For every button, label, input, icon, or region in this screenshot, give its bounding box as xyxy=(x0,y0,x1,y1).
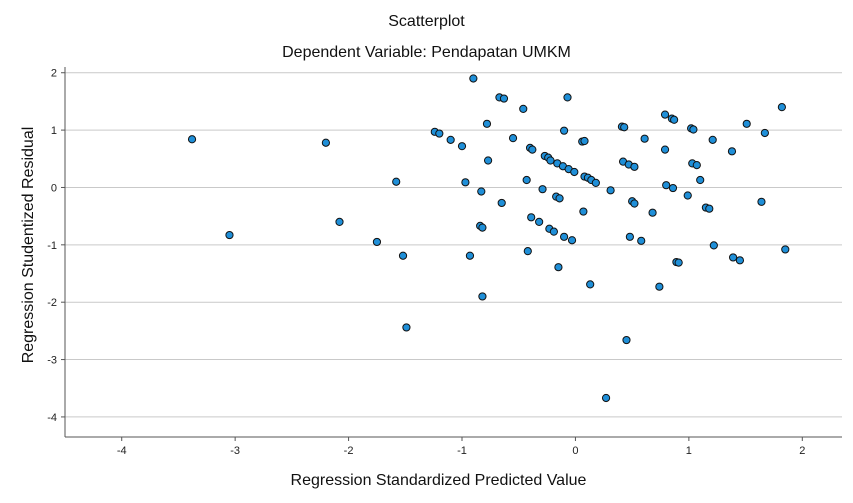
y-tick-label: -3 xyxy=(47,355,57,367)
scatter-point xyxy=(662,181,671,190)
scatter-point xyxy=(757,197,766,206)
scatter-point xyxy=(402,323,411,332)
scatter-point xyxy=(522,175,531,185)
scatter-point xyxy=(570,167,579,177)
x-tick-label: -4 xyxy=(117,445,127,457)
scatter-point xyxy=(630,162,639,171)
y-tick-label: 0 xyxy=(51,182,57,194)
y-axis-title: Regression Studentized Residual xyxy=(20,127,37,364)
scatter-point xyxy=(637,236,646,245)
scatter-point xyxy=(729,253,738,262)
scatter-point xyxy=(601,393,611,403)
scatter-point xyxy=(620,123,629,132)
scatter-point xyxy=(527,213,536,222)
scatter-point xyxy=(478,223,487,232)
scatter-point xyxy=(554,263,563,272)
y-tick-label: 1 xyxy=(51,125,57,137)
scatter-point xyxy=(465,251,475,260)
scatter-point xyxy=(523,247,532,256)
scatter-point xyxy=(760,128,769,138)
scatter-point xyxy=(683,191,692,200)
scatter-point xyxy=(622,335,631,345)
scatter-point xyxy=(457,142,467,151)
data-points xyxy=(187,74,790,403)
scatter-point xyxy=(446,135,455,144)
y-tick-label: -4 xyxy=(47,412,57,424)
scatter-point xyxy=(640,134,649,143)
scatter-point xyxy=(321,138,330,147)
scatter-point xyxy=(709,241,718,250)
y-tick-label: -2 xyxy=(47,297,57,309)
scatter-point xyxy=(538,185,547,194)
scatter-point xyxy=(696,175,705,185)
scatter-point xyxy=(535,217,544,226)
scatter-point xyxy=(392,177,401,186)
scatter-point xyxy=(225,230,234,240)
x-tick-label: -3 xyxy=(230,445,240,457)
scatter-point xyxy=(478,292,487,301)
scatter-point xyxy=(567,236,577,245)
y-tick-label: 2 xyxy=(51,68,57,80)
scatter-point xyxy=(648,208,657,217)
scatter-point xyxy=(372,237,382,247)
x-tick-label: 2 xyxy=(799,445,805,457)
tick-labels: -4 -3 -2 -1 0 1 2 -4 -3 -2 -1 0 1 2 xyxy=(47,68,805,457)
scatter-point xyxy=(580,136,589,146)
scatter-point xyxy=(499,94,509,103)
scatter-point xyxy=(528,145,537,154)
scatter-point xyxy=(398,251,408,260)
scatter-point xyxy=(655,282,664,291)
scatter-point xyxy=(606,186,615,195)
scatter-point xyxy=(483,156,493,165)
scatter-point xyxy=(461,178,470,187)
scatter-point xyxy=(546,156,555,165)
scatter-point xyxy=(469,74,478,83)
scatter-point xyxy=(777,103,786,112)
scatter-point xyxy=(563,93,572,102)
scatter-point xyxy=(435,129,444,138)
scatter-point xyxy=(187,135,197,144)
scatter-point xyxy=(727,147,737,156)
scatter-point xyxy=(705,204,714,213)
scatter-point xyxy=(559,126,569,135)
scatter-point xyxy=(735,256,745,265)
scatter-point xyxy=(660,110,670,119)
scatter-point xyxy=(555,194,564,203)
scatter-point xyxy=(674,258,683,267)
x-tick-label: 1 xyxy=(686,445,692,457)
scatter-point xyxy=(579,207,588,216)
scatter-point xyxy=(497,198,506,208)
scatter-point xyxy=(668,183,678,193)
x-tick-label: -2 xyxy=(344,445,354,457)
scatter-point xyxy=(689,125,698,134)
scatter-point xyxy=(559,232,569,241)
chart-subtitle: Dependent Variable: Pendapatan UMKM xyxy=(282,44,571,61)
scatter-point xyxy=(508,134,518,143)
scatter-point xyxy=(625,232,634,241)
scatter-point xyxy=(586,280,595,289)
scatter-point xyxy=(670,115,679,124)
scatter-point xyxy=(708,135,717,144)
scatter-point xyxy=(549,227,558,236)
grid-lines xyxy=(65,72,842,418)
x-tick-label: 0 xyxy=(572,445,578,457)
y-tick-label: -1 xyxy=(47,240,57,252)
scatter-point xyxy=(781,245,790,254)
axes xyxy=(61,67,842,441)
scatter-point xyxy=(660,145,670,154)
scatter-point xyxy=(519,104,528,113)
scatter-point xyxy=(482,119,492,128)
scatter-point xyxy=(591,178,600,187)
scatter-point xyxy=(335,217,344,226)
scatter-point xyxy=(477,187,486,196)
x-tick-label: -1 xyxy=(457,445,467,457)
chart-title: Scatterplot xyxy=(388,13,465,30)
scatter-point xyxy=(742,119,751,128)
scatter-point xyxy=(692,160,701,170)
x-axis-title: Regression Standardized Predicted Value xyxy=(291,472,587,489)
scatter-point xyxy=(630,199,639,208)
